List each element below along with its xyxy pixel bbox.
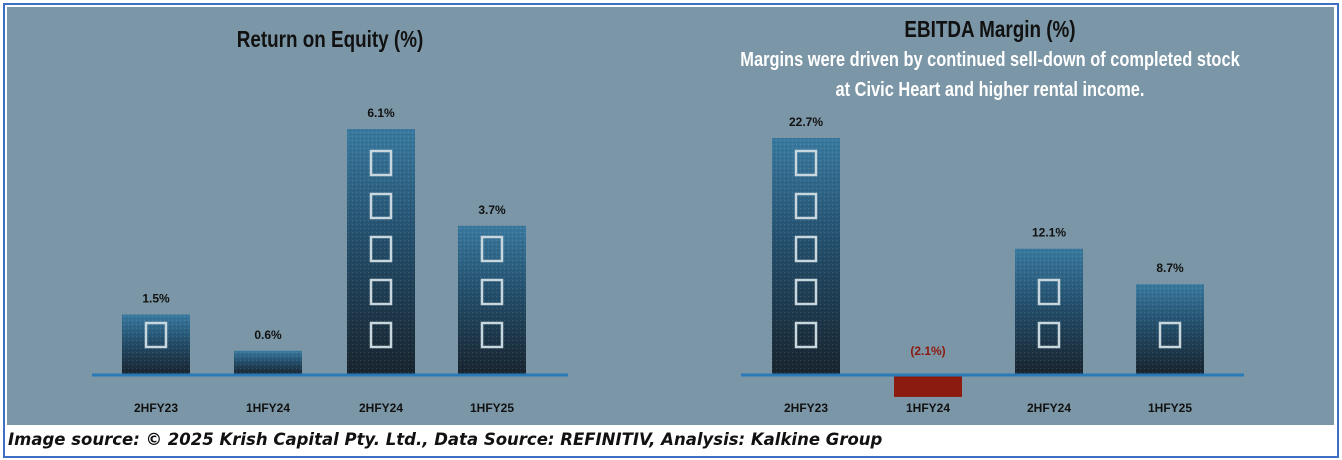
roe-tick-label-1hfy24: 1HFY24: [246, 401, 290, 415]
roe-bar-square-icon: [480, 321, 504, 349]
ebitda-bar-square-icon: [1037, 278, 1061, 306]
ebitda-bar-texture-1hfy25: [1136, 284, 1204, 375]
ebitda-data-label-2hfy23: 22.7%: [789, 115, 823, 129]
ebitda-bar-square-icon: [1158, 321, 1182, 349]
ebitda-bar-square-icon: [794, 321, 818, 349]
chart-panel: [7, 7, 1334, 425]
ebitda-bar-texture-2hfy23: [772, 138, 840, 375]
ebitda-tick-label-1hfy24: 1HFY24: [906, 401, 950, 415]
roe-bar-square-icon: [369, 321, 393, 349]
ebitda-chart-title: EBITDA Margin (%): [904, 16, 1076, 42]
roe-bar-texture-2hfy24: [347, 129, 415, 375]
ebitda-chart-subtitle-line-1: Margins were driven by continued sell-do…: [740, 49, 1240, 71]
ebitda-bar-square-icon: [794, 149, 818, 177]
roe-chart-title: Return on Equity (%): [236, 26, 424, 52]
ebitda-data-label-2hfy24: 12.1%: [1032, 226, 1066, 240]
ebitda-bar-square-icon: [1037, 321, 1061, 349]
roe-data-label-1hfy25: 3.7%: [478, 203, 506, 217]
roe-tick-label-2hfy24: 2HFY24: [359, 401, 403, 415]
roe-tick-label-2hfy23: 2HFY23: [134, 401, 178, 415]
roe-bar-texture-1hfy24: [234, 350, 302, 375]
roe-bar-texture-1hfy25: [458, 225, 526, 375]
ebitda-data-label-1hfy25: 8.7%: [1156, 261, 1184, 275]
ebitda-chart-subtitle-line-2: at Civic Heart and higher rental income.: [835, 79, 1145, 101]
image-source-caption: Image source: © 2025 Krish Capital Pty. …: [8, 430, 883, 449]
roe-bar-square-icon: [369, 235, 393, 263]
roe-bar-texture-2hfy23: [122, 314, 190, 375]
roe-bar-square-icon: [369, 278, 393, 306]
ebitda-tick-label-2hfy23: 2HFY23: [784, 401, 828, 415]
roe-bar-square-icon: [369, 149, 393, 177]
roe-data-label-2hfy23: 1.5%: [142, 292, 170, 306]
roe-bar-square-icon: [144, 321, 168, 349]
roe-bar-square-icon: [480, 235, 504, 263]
ebitda-bar-1hfy24: [894, 375, 962, 397]
roe-bar-square-icon: [369, 192, 393, 220]
ebitda-bar-square-icon: [794, 278, 818, 306]
roe-tick-label-1hfy25: 1HFY25: [470, 401, 514, 415]
roe-bar-square-icon: [480, 278, 504, 306]
roe-data-label-2hfy24: 6.1%: [367, 106, 395, 120]
ebitda-chart: 22.7% 2HFY23 (2.1%) 1HFY24 12.1% 2HFY24 8.7% 1H…: [741, 115, 1244, 415]
ebitda-tick-label-2hfy24: 2HFY24: [1027, 401, 1071, 415]
roe-chart: 1.5% 2HFY23 0.6% 1HFY24 6.1% 2HFY24 3.7% 1HFY25: [92, 106, 568, 415]
roe-data-label-1hfy24: 0.6%: [254, 328, 282, 342]
ebitda-bar-texture-2hfy24: [1015, 248, 1083, 375]
ebitda-tick-label-1hfy25: 1HFY25: [1148, 401, 1192, 415]
ebitda-bar-square-icon: [794, 235, 818, 263]
ebitda-data-label-1hfy24: (2.1%): [910, 344, 945, 358]
ebitda-bar-square-icon: [794, 192, 818, 220]
